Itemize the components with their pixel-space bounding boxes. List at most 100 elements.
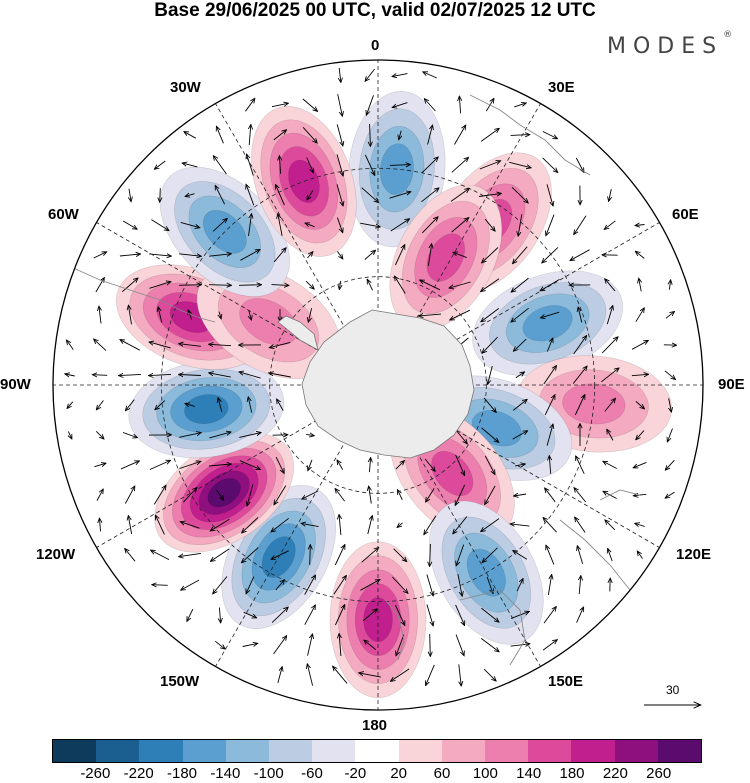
wind-vector — [664, 370, 675, 379]
wind-vector — [669, 398, 672, 411]
wind-vector — [364, 251, 375, 260]
lon-label-0: 0 — [371, 37, 380, 54]
wind-vector — [246, 576, 255, 594]
wind-vector — [575, 157, 583, 172]
wind-vector — [336, 184, 343, 205]
colorbar-swatch — [441, 740, 486, 762]
wind-vector — [335, 489, 345, 502]
wind-vector — [454, 126, 466, 145]
wind-vector — [421, 157, 438, 174]
wind-vector — [269, 373, 291, 378]
lon-label-90w: 90W — [0, 376, 31, 393]
wind-vector — [394, 245, 404, 266]
wind-vector — [666, 491, 675, 498]
wind-vector — [120, 461, 139, 470]
wind-vector — [273, 636, 287, 655]
wind-vector — [307, 190, 314, 200]
wind-vector — [362, 609, 377, 622]
wind-vector — [579, 576, 581, 595]
wind-vector — [488, 365, 493, 384]
wind-vector — [247, 484, 254, 505]
wind-vector — [479, 194, 501, 197]
colorbar-swatch — [53, 740, 97, 762]
wind-vector — [430, 543, 431, 566]
wind-vector — [239, 460, 260, 470]
wind-vector — [511, 186, 528, 202]
wind-vector — [276, 185, 285, 206]
colorbar-tick-label: -180 — [166, 765, 198, 782]
wind-vector — [271, 517, 289, 531]
wind-vector — [248, 397, 253, 413]
wind-vector — [99, 307, 101, 324]
wind-vector — [481, 427, 499, 442]
wind-vector — [183, 488, 196, 503]
meridian-line — [215, 384, 379, 667]
wind-vector — [455, 484, 466, 505]
wind-vector — [390, 219, 409, 232]
wind-vector — [393, 74, 408, 77]
positive-anomaly-cell — [154, 432, 295, 553]
wind-vector — [516, 579, 523, 592]
vector-scale-arrow — [644, 698, 710, 712]
wind-vector — [544, 395, 555, 416]
wind-vector — [310, 545, 311, 565]
wind-vector — [510, 135, 530, 136]
wind-vector — [275, 456, 284, 473]
wind-vector — [278, 214, 283, 236]
wind-vector — [242, 517, 259, 532]
colorbar-swatch — [96, 740, 140, 762]
wind-vector — [304, 575, 316, 595]
wind-vector — [605, 520, 616, 531]
wind-vector — [308, 308, 313, 322]
wind-vector — [96, 489, 103, 501]
wind-vector — [336, 154, 343, 175]
meridian-line — [377, 103, 541, 386]
wind-vector — [302, 126, 317, 142]
colorbar-tick-label: 180 — [559, 765, 585, 782]
wind-vector — [339, 515, 341, 536]
wind-vector — [185, 404, 195, 407]
wind-vector — [542, 640, 557, 651]
wind-vector — [427, 244, 431, 266]
meridian-line — [96, 222, 379, 386]
lon-label-150e: 150E — [548, 673, 584, 690]
wind-vector — [427, 126, 433, 145]
colorbar-tick-label: 100 — [472, 765, 498, 782]
wind-vector — [514, 494, 527, 496]
wind-vector — [635, 524, 645, 527]
wind-vector — [515, 464, 525, 466]
wind-vector — [149, 254, 171, 256]
wind-vector — [240, 250, 259, 261]
colorbar-swatch — [312, 740, 356, 762]
polar-map — [52, 59, 704, 711]
wind-vector — [512, 277, 529, 292]
colorbar-swatch — [657, 740, 702, 762]
wind-vector — [151, 550, 170, 561]
wind-vector — [607, 430, 614, 441]
wind-vector — [421, 217, 437, 234]
wind-vector — [394, 604, 404, 625]
wind-vector — [453, 252, 467, 259]
wind-vector — [275, 580, 284, 591]
wind-vector — [151, 219, 168, 231]
wind-vector — [549, 456, 550, 474]
wind-vector — [395, 277, 406, 294]
wind-vector — [426, 604, 433, 626]
registered-mark: ® — [723, 30, 733, 40]
wind-vector — [209, 254, 231, 256]
wind-vector — [122, 220, 137, 229]
wind-vector — [180, 221, 200, 227]
logo-text: MODES — [607, 34, 724, 59]
africa-coast — [469, 94, 591, 176]
wind-vector — [546, 339, 552, 352]
wind-vector — [307, 634, 313, 656]
wind-vector — [179, 344, 201, 347]
wind-vector — [336, 217, 342, 233]
wind-vector — [393, 548, 407, 562]
wind-vector — [305, 223, 315, 228]
wind-vector — [369, 487, 372, 504]
wind-vector — [246, 185, 255, 206]
wind-vector — [426, 574, 433, 596]
colorbar-tick-label: -60 — [301, 765, 323, 782]
wind-vector — [665, 312, 674, 319]
